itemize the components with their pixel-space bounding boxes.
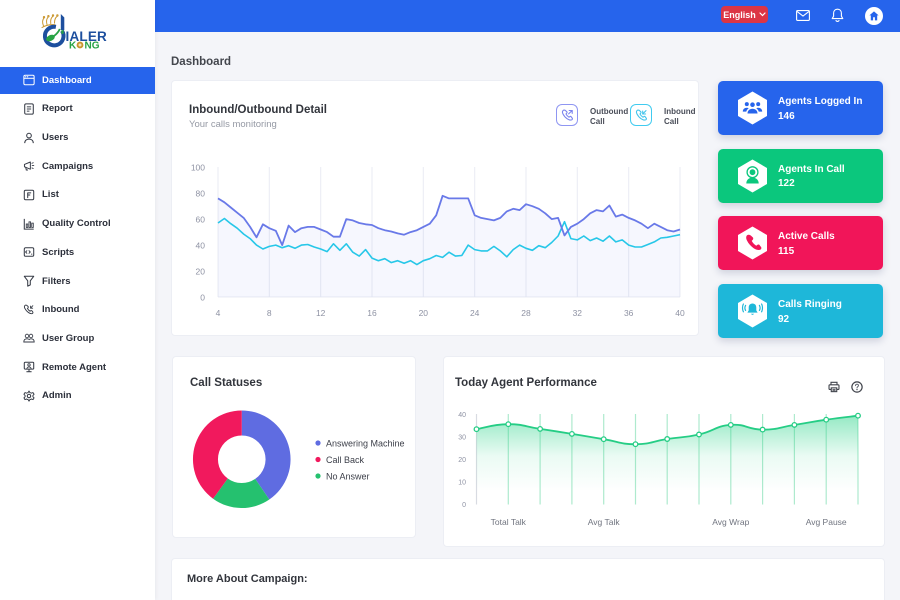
svg-text:12: 12	[316, 308, 326, 318]
svg-text:Avg Talk: Avg Talk	[588, 517, 621, 527]
svg-text:Avg Pause: Avg Pause	[806, 517, 847, 527]
svg-text:8: 8	[267, 308, 272, 318]
svg-text:100: 100	[191, 163, 205, 173]
svg-text:Call Back: Call Back	[326, 455, 365, 465]
svg-text:36: 36	[624, 308, 634, 318]
svg-text:10: 10	[458, 480, 466, 487]
svg-text:Answering Machine: Answering Machine	[326, 439, 405, 449]
svg-text:0: 0	[200, 292, 205, 302]
svg-text:40: 40	[196, 240, 206, 250]
svg-text:4: 4	[216, 308, 221, 318]
svg-text:K: K	[69, 41, 77, 52]
svg-text:30: 30	[458, 435, 466, 442]
svg-text:0: 0	[462, 502, 466, 509]
svg-text:60: 60	[196, 214, 206, 224]
svg-text:16: 16	[367, 308, 377, 318]
svg-text:40: 40	[458, 412, 466, 419]
svg-text:20: 20	[458, 457, 466, 464]
svg-text:NG: NG	[85, 41, 100, 52]
svg-text:20: 20	[419, 308, 429, 318]
svg-text:Total Talk: Total Talk	[491, 517, 527, 527]
svg-text:80: 80	[196, 189, 206, 199]
svg-text:Avg Wrap: Avg Wrap	[712, 517, 749, 527]
svg-text:20: 20	[196, 266, 206, 276]
svg-text:No Answer: No Answer	[326, 472, 370, 482]
svg-text:IALER: IALER	[66, 29, 108, 44]
svg-text:24: 24	[470, 308, 480, 318]
svg-text:28: 28	[521, 308, 531, 318]
svg-text:40: 40	[675, 308, 685, 318]
svg-text:32: 32	[573, 308, 583, 318]
